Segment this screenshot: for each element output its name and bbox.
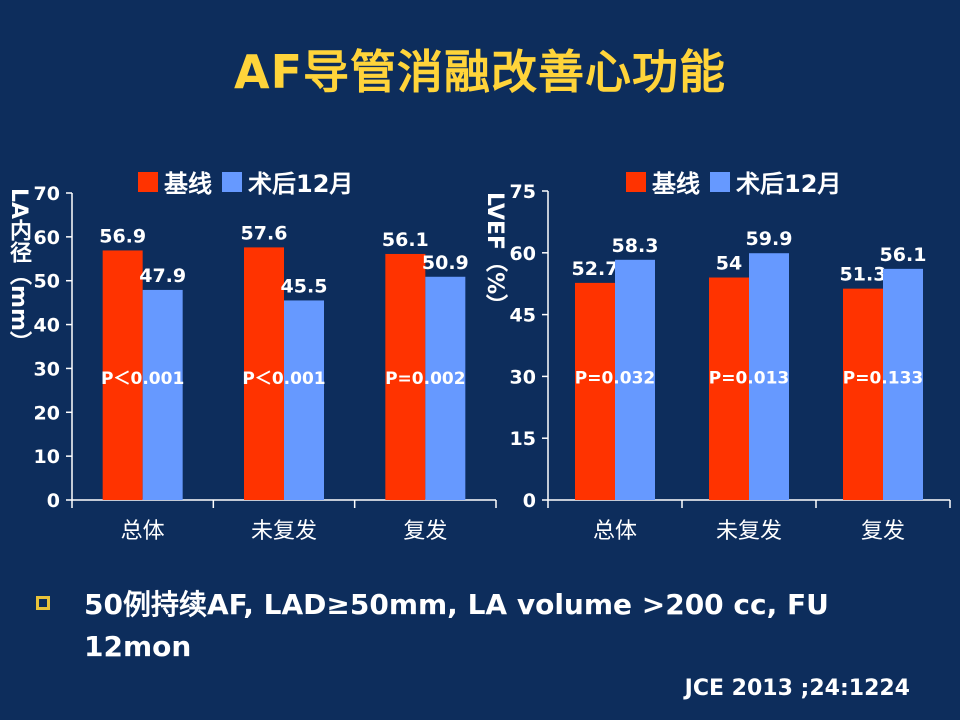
bar-baseline [575,282,615,500]
p-value-annotation: P＜0.001 [242,369,325,389]
y-tick-label: 20 [34,402,60,424]
bar-value-label: 56.1 [382,229,429,251]
p-value-annotation: P=0.002 [385,369,465,389]
legend-swatch-followup [710,171,730,192]
bar-value-label: 57.6 [241,222,288,244]
p-value-annotation: P＜0.001 [101,369,184,389]
bar-value-label: 54 [716,253,742,275]
bar-value-label: 45.5 [281,275,328,297]
legend-label-baseline: 基线 [164,170,212,198]
bar-baseline [102,250,143,500]
p-value-annotation: P=0.133 [843,368,923,388]
y-tick-label: 40 [34,315,60,337]
bar-value-label: 59.9 [746,228,793,250]
p-value-annotation: P=0.032 [575,368,655,388]
y-tick-label: 15 [510,428,536,450]
y-tick-label: 75 [510,181,536,203]
legend-swatch-baseline [626,171,646,192]
legend-label-followup: 术后12月 [248,170,354,198]
p-value-annotation: P=0.013 [709,368,789,388]
x-category-label: 总体 [593,519,637,544]
bar-value-label: 56.1 [880,244,927,266]
bullet-text: 50例持续AF, LAD≥50mm, LA volume >200 cc, FU… [84,588,829,663]
bar-baseline [709,277,749,500]
bar-followup [142,289,183,500]
bar-value-label: 58.3 [612,235,659,257]
legend-swatch-baseline [138,171,158,192]
legend-swatch-followup [222,171,242,192]
y-axis-title-left: LA内径（mm） [6,188,31,353]
y-tick-label: 0 [523,490,536,512]
bar-followup [749,253,789,500]
x-category-label: 复发 [403,519,447,544]
y-tick-label: 70 [34,183,60,205]
y-tick-label: 60 [510,243,536,265]
bar-baseline [843,288,883,500]
legend-item-followup: 术后12月 [710,164,841,199]
y-tick-label: 50 [34,271,60,293]
bar-followup [425,276,466,500]
slide-title: AF导管消融改善心功能 [233,45,727,99]
legend-right: 基线 术后12月 [626,164,851,199]
bar-value-label: 52.7 [572,258,619,280]
bar-followup [615,259,655,500]
y-tick-label: 60 [34,227,60,249]
bar-followup [284,300,324,500]
bar-followup [883,268,923,500]
bullet-square-icon [36,596,50,610]
legend-label-baseline: 基线 [652,170,700,198]
legend-item-baseline: 基线 [626,164,700,199]
bar-value-label: 50.9 [422,252,469,274]
x-category-label: 总体 [121,519,165,544]
bar-baseline [244,247,284,500]
x-category-label: 未复发 [716,519,782,544]
y-tick-label: 10 [34,446,60,468]
x-category-label: 复发 [861,519,905,544]
legend-left: 基线 术后12月 [138,164,363,199]
x-category-label: 未复发 [251,519,317,544]
y-tick-label: 30 [34,358,60,380]
legend-item-baseline: 基线 [138,164,212,199]
legend-label-followup: 术后12月 [736,170,842,198]
bar-value-label: 51.3 [840,264,887,286]
y-axis-title-right: LVEF（%） [482,192,507,317]
y-tick-label: 45 [510,305,536,327]
bar-value-label: 47.9 [139,265,186,287]
y-tick-label: 0 [47,490,60,512]
citation: JCE 2013 ;24:1224 [684,676,910,701]
bar-value-label: 56.9 [99,225,146,247]
y-tick-label: 30 [510,366,536,388]
bar-baseline [385,253,426,500]
legend-item-followup: 术后12月 [222,164,353,199]
